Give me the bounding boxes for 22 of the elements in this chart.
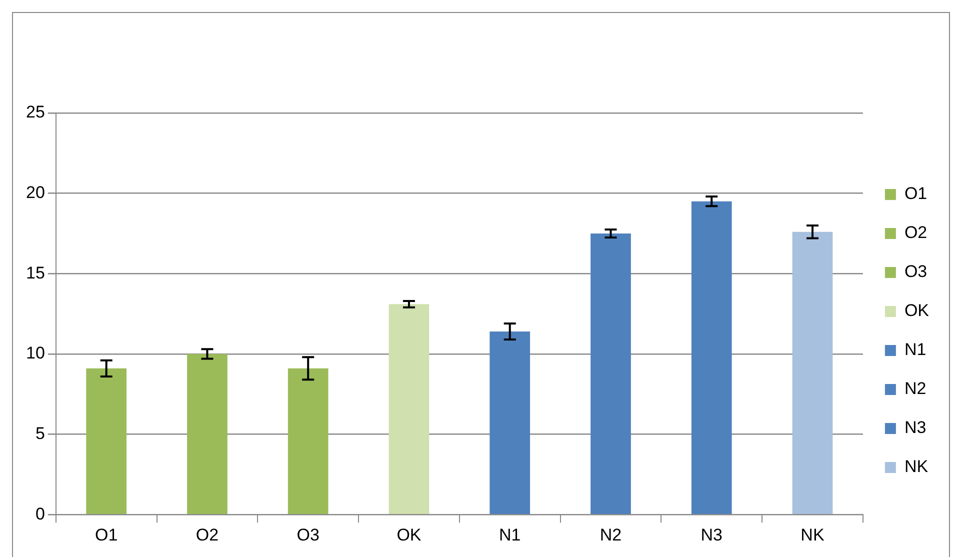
y-tick-label: 15	[26, 263, 45, 282]
legend-label: N1	[904, 340, 926, 360]
x-tick-label: O1	[95, 525, 118, 544]
legend-label: N2	[904, 379, 926, 398]
y-tick-label: 20	[26, 183, 45, 202]
y-tick-label: 10	[26, 344, 45, 363]
x-tick-label: NK	[800, 525, 825, 544]
x-tick-label: O2	[196, 525, 219, 544]
x-tick-label: OK	[396, 525, 422, 544]
legend-label: O1	[904, 184, 928, 204]
legend-label: OK	[904, 301, 930, 320]
y-tick-label: 0	[35, 504, 45, 524]
x-tick-label: O3	[296, 525, 320, 544]
legend-label: O2	[904, 223, 928, 242]
y-tick-label: 5	[35, 424, 45, 443]
x-tick-label: N3	[700, 525, 722, 544]
legend-label: NK	[904, 457, 929, 476]
y-tick-label: 25	[26, 102, 45, 122]
x-tick-label: N1	[498, 525, 521, 544]
legend-label: O3	[904, 262, 928, 282]
x-tick-label: N2	[600, 525, 622, 544]
legend-label: N3	[904, 418, 926, 438]
